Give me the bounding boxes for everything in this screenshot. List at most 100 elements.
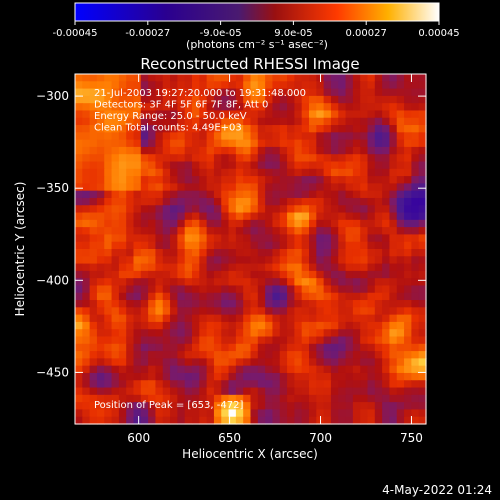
heatmap-cell (111, 168, 120, 177)
heatmap-cell (389, 88, 398, 97)
heatmap-cell (338, 176, 347, 184)
heatmap-cell (287, 270, 295, 279)
heatmap-cell (257, 205, 266, 214)
heatmap-cell (287, 263, 295, 272)
heatmap-cell (287, 74, 295, 82)
heatmap-cell (199, 103, 208, 112)
heatmap-cell (199, 241, 208, 250)
heatmap-cell (75, 343, 83, 352)
heatmap-cell (389, 161, 398, 170)
heatmap-cell (279, 74, 288, 82)
heatmap-cell (235, 372, 244, 381)
heatmap-cell (367, 190, 376, 199)
heatmap-cell (235, 394, 244, 403)
heatmap-cell (382, 416, 391, 425)
heatmap-cell (89, 241, 98, 250)
heatmap-cell (265, 285, 274, 294)
heatmap-cell (272, 132, 281, 141)
heatmap-cell (396, 409, 405, 418)
heatmap-cell (279, 81, 288, 90)
heatmap-cell (177, 183, 186, 192)
x-tick-label: 650 (218, 431, 241, 445)
heatmap-cell (199, 285, 208, 294)
heatmap-cell (272, 343, 281, 352)
heatmap-cell (177, 365, 186, 374)
heatmap-cell (162, 110, 171, 119)
heatmap-cell (170, 168, 178, 177)
heatmap-cell (104, 103, 113, 112)
heatmap-cell (316, 103, 325, 112)
heatmap-cell (148, 351, 157, 359)
heatmap-cell (82, 190, 91, 199)
heatmap-cell (294, 409, 303, 418)
heatmap-cell (155, 161, 164, 170)
heatmap-cell (104, 314, 113, 323)
heatmap-cell (374, 132, 383, 141)
heatmap-cell (404, 270, 412, 279)
heatmap-cell (345, 256, 354, 265)
heatmap-cell (330, 88, 339, 97)
heatmap-cell (367, 270, 376, 279)
heatmap-cell (396, 307, 405, 316)
heatmap-cell (411, 314, 420, 323)
heatmap-cell (133, 372, 142, 381)
heatmap-cell (235, 292, 244, 301)
heatmap-cell (243, 205, 252, 214)
heatmap-cell (316, 365, 325, 374)
heatmap-cell (250, 416, 259, 425)
heatmap-cell (155, 263, 164, 272)
heatmap-cell (287, 285, 295, 294)
heatmap-cell (192, 103, 200, 112)
heatmap-cell (148, 256, 157, 265)
heatmap-cell (148, 183, 157, 192)
heatmap-cell (111, 358, 120, 367)
heatmap-cell (272, 154, 281, 163)
heatmap-cell (323, 95, 332, 104)
heatmap-cell (133, 249, 142, 257)
heatmap-cell (287, 197, 295, 206)
heatmap-cell (126, 263, 135, 272)
heatmap-cell (155, 416, 164, 425)
heatmap-cell (389, 321, 398, 330)
heatmap-cell (404, 125, 412, 133)
heatmap-cell (404, 387, 412, 396)
heatmap-cell (96, 365, 105, 374)
heatmap-cell (360, 183, 369, 192)
heatmap-cell (148, 394, 157, 403)
heatmap-cell (162, 343, 171, 352)
heatmap-cell (279, 227, 288, 236)
heatmap-cell (126, 416, 135, 425)
heatmap-cell (287, 154, 295, 163)
heatmap-cell (382, 321, 391, 330)
heatmap-cell (352, 278, 361, 287)
heatmap-cell (228, 402, 237, 411)
heatmap-cell (389, 103, 398, 112)
heatmap-cell (162, 394, 171, 403)
heatmap-cell (309, 409, 317, 418)
heatmap-cell (411, 343, 420, 352)
heatmap-cell (96, 387, 105, 396)
heatmap-cell (235, 95, 244, 104)
heatmap-cell (104, 212, 113, 221)
heatmap-cell (352, 88, 361, 97)
heatmap-cell (396, 249, 405, 257)
heatmap-cell (396, 380, 405, 389)
heatmap-cell (352, 227, 361, 236)
heatmap-cell (221, 380, 230, 389)
heatmap-cell (118, 125, 127, 133)
heatmap-cell (323, 74, 332, 82)
heatmap-cell (148, 103, 157, 112)
heatmap-cell (199, 197, 208, 206)
heatmap-cell (162, 103, 171, 112)
heatmap-cell (111, 197, 120, 206)
heatmap-cell (418, 88, 427, 97)
heatmap-cell (330, 409, 339, 418)
heatmap-cell (104, 176, 113, 184)
heatmap-cell (243, 387, 252, 396)
x-axis-label: Heliocentric X (arcsec) (182, 447, 318, 461)
heatmap-cell (374, 234, 383, 243)
heatmap-cell (170, 300, 178, 308)
heatmap-cell (360, 402, 369, 411)
heatmap-cell (418, 285, 427, 294)
heatmap-cell (104, 409, 113, 418)
